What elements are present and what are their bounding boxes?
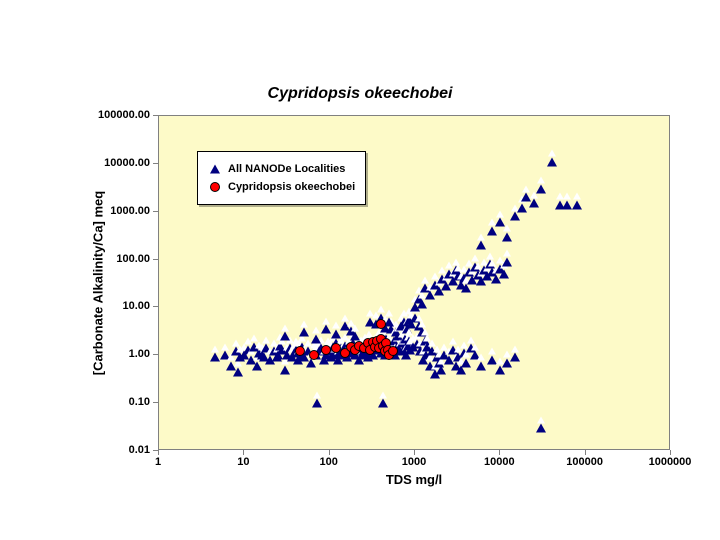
y-tick-label: 0.10 — [129, 396, 150, 408]
data-point-triangle — [476, 241, 486, 250]
legend-label: Cypridopsis okeechobei — [228, 181, 355, 193]
data-point-triangle — [487, 226, 497, 235]
data-point-triangle — [350, 332, 360, 341]
y-tick-label: 1.00 — [129, 348, 150, 360]
data-point-triangle — [502, 257, 512, 266]
data-point-triangle — [252, 361, 262, 370]
y-tick-mark — [153, 115, 158, 116]
y-tick-mark — [153, 354, 158, 355]
x-tick-label: 1000 — [402, 456, 426, 468]
data-point-triangle — [417, 299, 427, 308]
plot-area: All NANODe Localities Cypridopsis okeecho… — [158, 115, 670, 450]
data-point-triangle — [233, 367, 243, 376]
data-point-triangle — [378, 399, 388, 408]
legend-box: All NANODe Localities Cypridopsis okeecho… — [197, 151, 366, 205]
y-tick-label: 100.00 — [116, 253, 150, 265]
x-tick-label: 100000 — [566, 456, 603, 468]
x-tick-mark — [158, 450, 159, 455]
data-point-triangle — [299, 328, 309, 337]
data-point-triangle — [536, 424, 546, 433]
x-tick-label: 1000000 — [649, 456, 692, 468]
data-point-circle — [309, 350, 319, 360]
x-axis-label: TDS mg/l — [158, 472, 670, 487]
data-point-triangle — [280, 332, 290, 341]
data-point-triangle — [461, 284, 471, 293]
x-tick-label: 100 — [319, 456, 337, 468]
data-point-triangle — [517, 203, 527, 212]
y-tick-label: 10000.00 — [104, 157, 150, 169]
data-point-triangle — [280, 365, 290, 374]
y-tick-label: 0.01 — [129, 444, 150, 456]
x-tick-mark — [499, 450, 500, 455]
data-point-circle — [295, 346, 305, 356]
x-tick-mark — [414, 450, 415, 455]
x-tick-label: 1 — [155, 456, 161, 468]
data-point-triangle — [436, 365, 446, 374]
data-point-triangle — [210, 353, 220, 362]
data-point-triangle — [536, 184, 546, 193]
data-point-triangle — [572, 200, 582, 209]
data-point-circle — [388, 346, 398, 356]
chart-container: Cypridopsis okeechobei All NANODe Locali… — [0, 0, 720, 540]
data-point-circle — [376, 319, 386, 329]
y-tick-mark — [153, 259, 158, 260]
data-point-circle — [321, 345, 331, 355]
legend-row: All NANODe Localities — [208, 162, 355, 176]
y-tick-label: 100000.00 — [98, 109, 150, 121]
data-point-triangle — [547, 157, 557, 166]
x-tick-mark — [670, 450, 671, 455]
y-tick-mark — [153, 450, 158, 451]
y-tick-mark — [153, 211, 158, 212]
data-point-triangle — [502, 232, 512, 241]
legend-marker — [208, 162, 222, 176]
x-tick-mark — [585, 450, 586, 455]
x-tick-mark — [329, 450, 330, 455]
data-point-triangle — [312, 399, 322, 408]
data-point-triangle — [562, 200, 572, 209]
y-tick-label: 10.00 — [122, 300, 150, 312]
data-point-triangle — [529, 199, 539, 208]
y-axis-label: [Carbonate Alkalinity/Ca] meq — [91, 190, 106, 374]
chart-title: Cypridopsis okeechobei — [0, 85, 720, 103]
legend-row: Cypridopsis okeechobei — [208, 180, 355, 194]
data-point-triangle — [510, 212, 520, 221]
y-tick-mark — [153, 402, 158, 403]
data-point-triangle — [476, 361, 486, 370]
data-point-triangle — [321, 325, 331, 334]
legend-marker — [208, 180, 222, 194]
y-tick-label: 1000.00 — [110, 205, 150, 217]
y-tick-mark — [153, 163, 158, 164]
legend-label: All NANODe Localities — [228, 163, 345, 175]
x-tick-mark — [243, 450, 244, 455]
data-point-triangle — [311, 334, 321, 343]
x-tick-label: 10 — [237, 456, 249, 468]
x-tick-label: 10000 — [484, 456, 515, 468]
y-tick-mark — [153, 306, 158, 307]
data-point-triangle — [510, 353, 520, 362]
data-point-triangle — [499, 269, 509, 278]
